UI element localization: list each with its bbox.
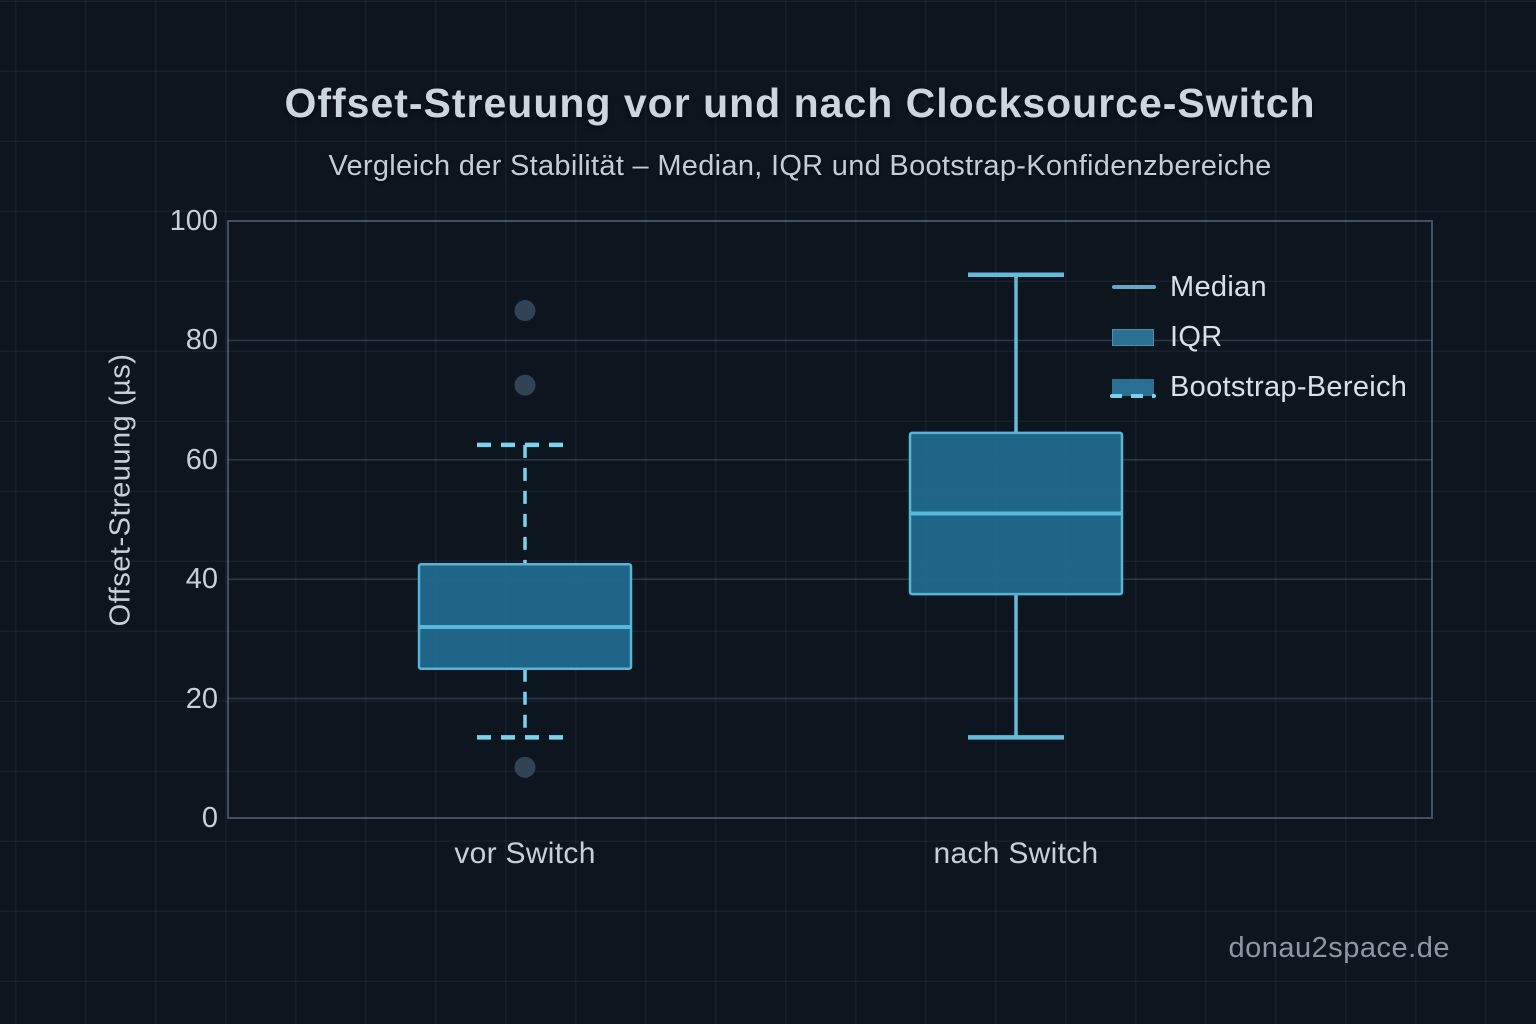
y-tick-label-40: 40	[185, 563, 218, 596]
chart-title: Offset-Streuung vor und nach Clocksource…	[284, 80, 1316, 126]
chart-subtitle: Vergleich der Stabilität – Median, IQR u…	[328, 150, 1272, 182]
legend: Median IQR Bootstrap-Bereich	[1110, 262, 1408, 412]
bootstrap-dashed-box-icon	[1110, 378, 1160, 398]
legend-item-iqr: IQR	[1112, 312, 1407, 362]
x-tick-label-nach-switch: nach Switch	[933, 837, 1099, 870]
outlier-vor-switch-72.5	[514, 374, 536, 396]
y-tick-label-100: 100	[169, 205, 218, 237]
legend-label-bootstrap: Bootstrap-Bereich	[1170, 370, 1408, 403]
legend-item-median: Median	[1112, 262, 1407, 312]
x-tick-label-vor-switch: vor Switch	[454, 837, 596, 870]
iqr-box-vor-switch	[417, 563, 633, 671]
plot-frame	[227, 220, 1433, 819]
iqr-box-icon	[1112, 328, 1160, 346]
y-tick-label-20: 20	[185, 682, 218, 715]
median-line-icon	[1112, 285, 1160, 289]
legend-label-median: Median	[1170, 270, 1267, 303]
watermark: donau2space.de	[1228, 932, 1450, 964]
outlier-vor-switch-85	[514, 300, 536, 322]
legend-item-bootstrap: Bootstrap-Bereich	[1110, 362, 1408, 412]
y-tick-label-0: 0	[201, 802, 218, 834]
y-tick-label-60: 60	[185, 443, 218, 476]
legend-label-iqr: IQR	[1170, 320, 1223, 353]
outlier-vor-switch-8.5	[514, 756, 536, 778]
y-tick-label-80: 80	[185, 324, 218, 357]
